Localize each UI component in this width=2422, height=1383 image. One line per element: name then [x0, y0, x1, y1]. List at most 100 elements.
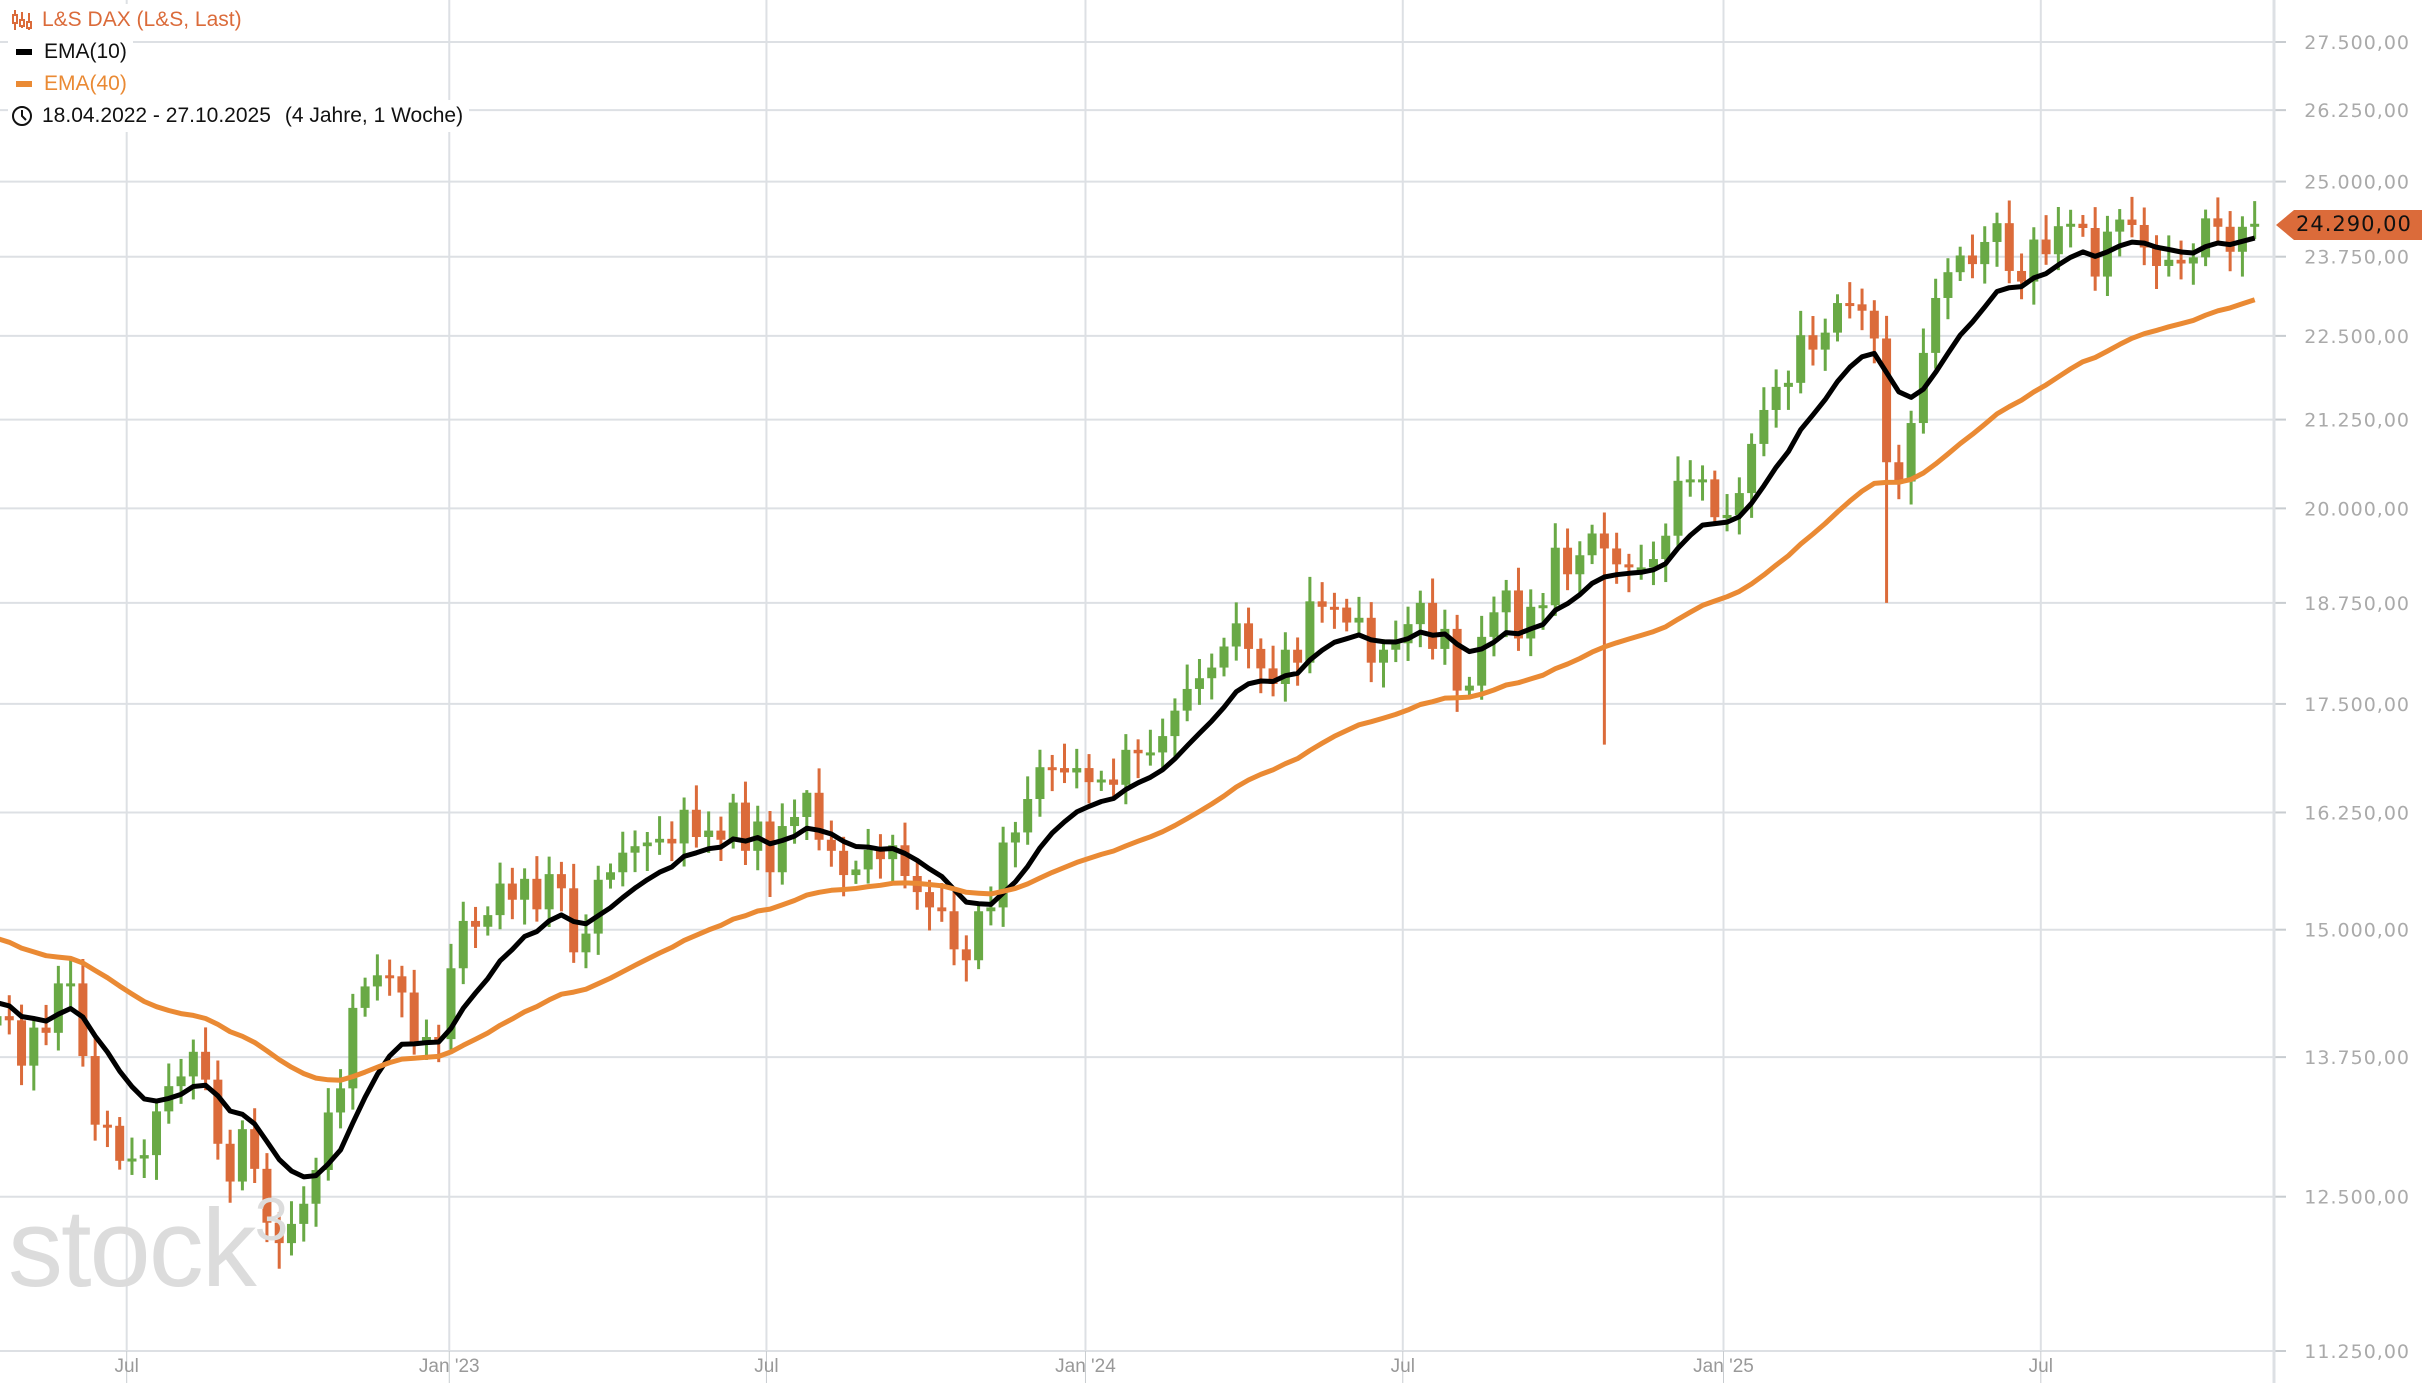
candle-body — [1133, 749, 1143, 754]
candle-body — [1550, 547, 1560, 606]
candle-down — [691, 785, 701, 848]
candle-body — [1489, 612, 1499, 637]
candle-down — [2090, 207, 2100, 291]
candle-down — [2225, 211, 2235, 272]
candle-up — [1415, 590, 1425, 648]
candle-up — [863, 828, 873, 884]
candle-body — [2127, 219, 2137, 225]
x-tick-label: Jan '23 — [419, 1356, 480, 1377]
candle-up — [1648, 541, 1658, 586]
candle-up — [544, 856, 554, 928]
candle-down — [1967, 234, 1977, 279]
candle-down — [1513, 567, 1523, 651]
candle-body — [1084, 768, 1094, 783]
candle-up — [1734, 477, 1744, 535]
candle-up — [1403, 606, 1413, 661]
candle-up — [1354, 596, 1364, 637]
candle-up — [520, 868, 530, 925]
legend-ema40[interactable]: EMA(40) — [8, 68, 133, 100]
y-tick-label: 23.750,00 — [2304, 247, 2410, 269]
candle-body — [875, 849, 885, 860]
candle-up — [1231, 602, 1241, 661]
legend-range[interactable]: 18.04.2022 - 27.10.2025 (4 Jahre, 1 Woch… — [8, 100, 470, 132]
ema10-line — [0, 235, 2256, 1180]
candle-up — [606, 863, 615, 889]
candle-down — [961, 935, 971, 982]
candle-body — [1023, 799, 1033, 833]
candle-body — [1673, 480, 1683, 536]
candle-body — [1379, 649, 1389, 663]
candle-body — [1759, 409, 1769, 444]
candle-body — [1648, 559, 1658, 568]
candle-up — [1145, 729, 1155, 766]
candle-body — [851, 869, 861, 876]
candle-down — [385, 959, 395, 996]
candle-up — [348, 993, 358, 1110]
candle-body — [1992, 223, 2002, 242]
legend-ema10[interactable]: EMA(10) — [8, 36, 133, 68]
candle-body — [1109, 779, 1119, 785]
candles — [0, 196, 2260, 1269]
candle-down — [667, 821, 677, 862]
candle-body — [1698, 479, 1708, 483]
date-range-duration: (4 Jahre, 1 Woche) — [284, 104, 464, 127]
candle-up — [237, 1120, 247, 1191]
candle-body — [237, 1129, 247, 1182]
candle-body — [925, 892, 935, 908]
candle-down — [102, 1110, 112, 1148]
candle-up — [286, 1201, 296, 1256]
candle-body — [642, 842, 652, 847]
candle-body — [1194, 678, 1204, 689]
candle-body — [115, 1125, 125, 1161]
candle-body — [1882, 338, 1892, 463]
y-tick-label: 11.250,00 — [2304, 1341, 2410, 1363]
candle-down — [716, 816, 726, 861]
candle-body — [1722, 514, 1732, 518]
legend-instrument[interactable]: L&S DAX (L&S, Last) — [8, 4, 248, 36]
candle-body — [532, 878, 542, 910]
candle-body — [201, 1051, 211, 1080]
candle-up — [851, 860, 861, 884]
candle-body — [0, 1016, 2, 1026]
candle-up — [704, 811, 714, 853]
candle-body — [385, 975, 395, 979]
candle-body — [1636, 567, 1646, 571]
candle-body — [1121, 749, 1131, 785]
grid — [0, 0, 2274, 1352]
candle-up — [1661, 523, 1671, 583]
candle-body — [176, 1076, 186, 1087]
candle-body — [1857, 304, 1867, 311]
candle-down — [4, 995, 14, 1035]
candle-body — [372, 975, 382, 987]
candle-body — [1035, 767, 1045, 800]
y-tick-label: 16.250,00 — [2304, 802, 2410, 824]
candle-down — [1329, 592, 1339, 629]
x-tick-label: Jul — [2029, 1356, 2053, 1377]
y-tick-label: 26.250,00 — [2304, 100, 2410, 122]
candle-body — [1244, 623, 1254, 649]
y-tick-label: 12.500,00 — [2304, 1187, 2410, 1209]
legend: L&S DAX (L&S, Last) EMA(10) EMA(40) 18.0… — [8, 4, 470, 132]
candle-up — [1440, 609, 1450, 665]
candle-body — [1329, 606, 1339, 610]
candle-down — [90, 1036, 100, 1141]
candle-up — [2102, 215, 2112, 297]
candle-down — [2213, 197, 2223, 241]
candle-down — [532, 856, 542, 922]
candle-up — [1023, 776, 1033, 845]
x-tick-label: Jul — [1391, 1356, 1415, 1377]
candle-down — [740, 781, 750, 865]
candle-down — [1710, 470, 1720, 527]
candle-body — [716, 830, 726, 840]
candle-body — [888, 845, 898, 860]
candle-body — [1943, 272, 1953, 298]
candle-body — [225, 1143, 235, 1182]
candle-body — [667, 838, 677, 844]
candle-body — [655, 838, 665, 843]
candle-down — [115, 1117, 125, 1170]
candle-body — [1612, 548, 1622, 565]
candlestick-icon — [12, 10, 32, 30]
candle-body — [1256, 648, 1266, 669]
candle-body — [1145, 752, 1155, 756]
candle-up — [1685, 460, 1695, 497]
